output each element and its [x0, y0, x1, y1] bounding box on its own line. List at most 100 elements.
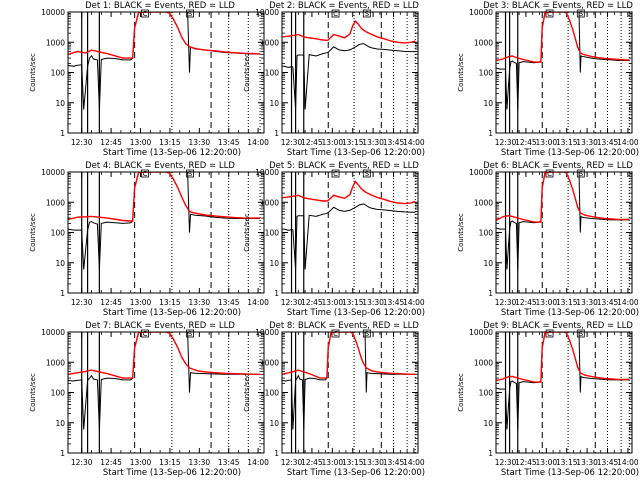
x-tick-label: 13:00: [130, 458, 152, 467]
x-tick-label: 12:30: [71, 138, 93, 147]
y-tick-label: 1000: [46, 198, 65, 207]
flag-box: [186, 9, 194, 18]
x-tick-label: 12:45: [100, 298, 122, 307]
y-tick-label: 1: [488, 449, 493, 458]
flag-label: C: [547, 170, 552, 178]
x-tick-label: 13:30: [362, 298, 384, 307]
plot-frame: [281, 171, 419, 294]
series-lld-line: [282, 332, 416, 379]
series-events-line: [282, 43, 416, 110]
y-tick-label: 10: [483, 419, 493, 428]
y-tick-label: 10: [483, 259, 493, 268]
y-tick-label: 1: [274, 289, 279, 298]
y-tick-label: 100: [51, 389, 66, 398]
plot-frame: [67, 171, 265, 294]
x-tick-label: 13:45: [383, 458, 405, 467]
x-tick-label: 13:45: [383, 298, 405, 307]
x-tick-label: 14:00: [247, 458, 269, 467]
y-axis-label: Counts/sec: [457, 53, 465, 92]
flag-box: [141, 9, 149, 18]
y-tick-label: 1: [60, 289, 65, 298]
series-lld-line: [68, 12, 261, 59]
series-lld-line: [282, 180, 416, 205]
x-tick-label: 12:30: [495, 458, 517, 467]
chart-panel-8: Det 8: BLACK = Events, RED = LLD Counts/s…: [243, 321, 425, 478]
x-tick-label: 13:15: [342, 458, 364, 467]
y-axis-label: Counts/sec: [29, 213, 37, 252]
plot-frame: [495, 11, 633, 134]
y-tick-label: 100: [51, 69, 66, 78]
series-events-line: [496, 332, 630, 430]
flag-label: C: [333, 170, 338, 178]
x-tick-label: 13:00: [322, 458, 344, 467]
y-tick-label: 10000: [41, 168, 65, 177]
y-axis-label: Counts/sec: [457, 373, 465, 412]
flag-box: [576, 169, 585, 178]
x-tick-label: 13:15: [556, 298, 578, 307]
chart-title: Det 1: BLACK = Events, RED = LLD: [85, 1, 235, 11]
flag-box: [576, 9, 585, 18]
series-lld-line: [68, 172, 261, 222]
y-tick-label: 1000: [46, 38, 65, 47]
x-tick-label: 13:15: [556, 138, 578, 147]
x-tick-label: 12:30: [495, 298, 517, 307]
x-tick-label: 13:00: [536, 298, 558, 307]
x-tick-label: 13:30: [362, 138, 384, 147]
flag-box: [545, 329, 554, 338]
chart-panel-5: Det 5: BLACK = Events, RED = LLD Counts/s…: [243, 161, 425, 318]
y-tick-label: 1000: [474, 358, 493, 367]
flag-label: S: [579, 170, 584, 178]
chart-title: Det 7: BLACK = Events, RED = LLD: [85, 321, 235, 331]
x-tick-label: 13:45: [597, 138, 619, 147]
x-tick-label: 12:45: [100, 458, 122, 467]
x-tick-label: 13:00: [536, 458, 558, 467]
chart-panel-9: Det 9: BLACK = Events, RED = LLD Counts/s…: [457, 321, 639, 478]
y-tick-label: 10000: [469, 8, 493, 17]
y-tick-label: 1000: [474, 198, 493, 207]
series-events-line: [68, 332, 261, 430]
y-tick-label: 10000: [469, 168, 493, 177]
flag-box: [362, 329, 371, 338]
x-axis-label: Start Time (13-Sep-06 12:20:00): [501, 468, 639, 478]
chart-panel-6: Det 6: BLACK = Events, RED = LLD Counts/s…: [457, 161, 639, 318]
x-tick-label: 12:30: [281, 298, 303, 307]
flag-label: C: [142, 330, 147, 338]
x-tick-label: 12:45: [515, 458, 537, 467]
y-tick-label: 10: [269, 419, 279, 428]
flag-box: [141, 329, 149, 338]
x-tick-label: 13:00: [130, 138, 152, 147]
y-tick-label: 10: [269, 259, 279, 268]
y-tick-label: 10: [269, 99, 279, 108]
x-axis-label: Start Time (13-Sep-06 12:20:00): [287, 148, 425, 158]
chart-panel-7: Det 7: BLACK = Events, RED = LLD Counts/s…: [29, 321, 269, 478]
series-events-line: [282, 332, 416, 430]
series-lld-line: [68, 332, 261, 379]
series-lld-line: [282, 19, 416, 44]
series-events-line: [496, 172, 630, 270]
x-tick-label: 13:45: [383, 138, 405, 147]
x-axis-label: Start Time (13-Sep-06 12:20:00): [287, 468, 425, 478]
flag-label: S: [579, 10, 584, 18]
y-tick-label: 1000: [46, 358, 65, 367]
x-tick-label: 12:30: [495, 138, 517, 147]
y-tick-label: 100: [265, 69, 280, 78]
chart-panel-2: Det 2: BLACK = Events, RED = LLD Counts/s…: [243, 1, 425, 158]
x-tick-label: 13:00: [322, 298, 344, 307]
flag-box: [545, 169, 554, 178]
y-tick-label: 10000: [41, 8, 65, 17]
plot-frame: [281, 331, 419, 454]
chart-panel-3: Det 3: BLACK = Events, RED = LLD Counts/s…: [457, 1, 639, 158]
y-tick-label: 1: [60, 449, 65, 458]
x-tick-label: 13:45: [597, 458, 619, 467]
x-axis-label: Start Time (13-Sep-06 12:20:00): [287, 308, 425, 318]
y-axis-label: Counts/sec: [29, 373, 37, 412]
x-axis-label: Start Time (13-Sep-06 12:20:00): [103, 468, 241, 478]
series-events-line: [496, 12, 630, 110]
y-tick-label: 100: [479, 389, 494, 398]
y-tick-label: 1: [488, 289, 493, 298]
y-tick-label: 100: [51, 229, 66, 238]
x-axis-label: Start Time (13-Sep-06 12:20:00): [103, 148, 241, 158]
y-tick-label: 10000: [41, 328, 65, 337]
x-axis-label: Start Time (13-Sep-06 12:20:00): [103, 308, 241, 318]
y-tick-label: 100: [479, 229, 494, 238]
